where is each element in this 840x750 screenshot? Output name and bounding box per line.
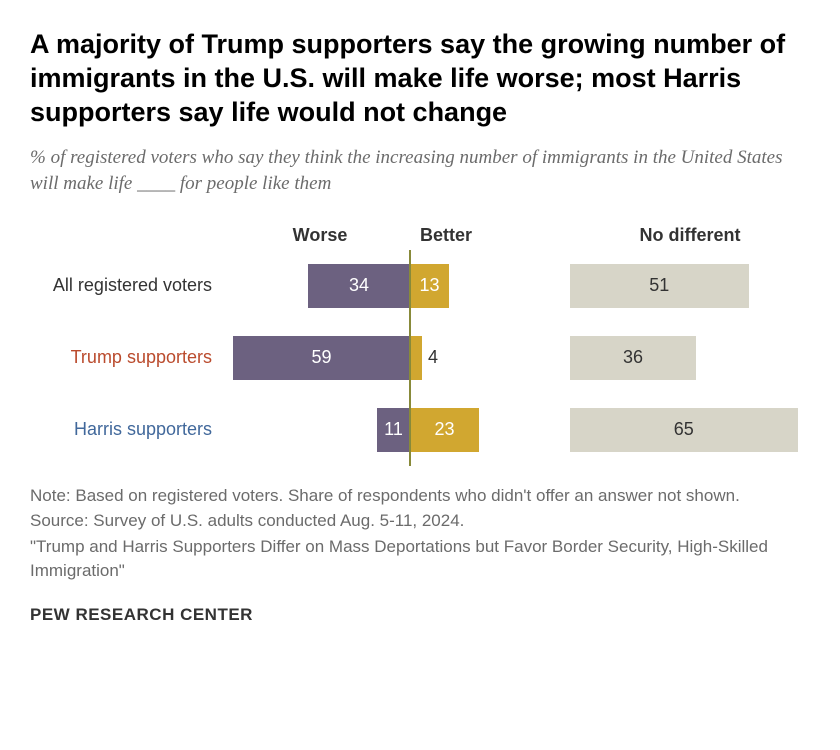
chart-subtitle: % of registered voters who say they thin… [30,145,810,196]
header-spacer [30,225,230,246]
chart-row: All registered voters341351 [30,256,810,316]
diverging-bars: 3413 [230,264,510,308]
row-label: Trump supporters [30,347,230,368]
note-line: "Trump and Harris Supporters Differ on M… [30,535,810,583]
header-better: Better [410,225,510,246]
bar-nodiff: 65 [570,408,798,452]
row-label: Harris supporters [30,419,230,440]
nodiff-wrap: 65 [570,408,810,452]
note-line: Source: Survey of U.S. adults conducted … [30,509,810,533]
chart-area: Worse Better No different All registered… [30,225,810,460]
chart-row: Trump supporters59436 [30,328,810,388]
nodiff-wrap: 36 [570,336,810,380]
diverging-bars: 594 [230,336,510,380]
chart-title: A majority of Trump supporters say the g… [30,28,810,129]
bar-better: 13 [410,264,449,308]
bar-worse: 11 [377,408,410,452]
header-nodiff: No different [570,225,810,246]
axis-line [409,250,411,466]
bar-worse: 34 [308,264,410,308]
notes-block: Note: Based on registered voters. Share … [30,484,810,583]
chart-row: Harris supporters112365 [30,400,810,460]
diverging-bars: 1123 [230,408,510,452]
bar-better-value: 4 [428,347,438,368]
header-worse: Worse [230,225,410,246]
rows-container: All registered voters341351Trump support… [30,256,810,460]
bar-worse: 59 [233,336,410,380]
bar-better: 23 [410,408,479,452]
column-headers: Worse Better No different [30,225,810,246]
bar-nodiff: 36 [570,336,696,380]
header-gap [510,225,570,246]
bar-better: 4 [410,336,422,380]
bar-nodiff: 51 [570,264,749,308]
nodiff-wrap: 51 [570,264,810,308]
note-line: Note: Based on registered voters. Share … [30,484,810,508]
row-label: All registered voters [30,275,230,296]
footer-attribution: PEW RESEARCH CENTER [30,605,810,625]
